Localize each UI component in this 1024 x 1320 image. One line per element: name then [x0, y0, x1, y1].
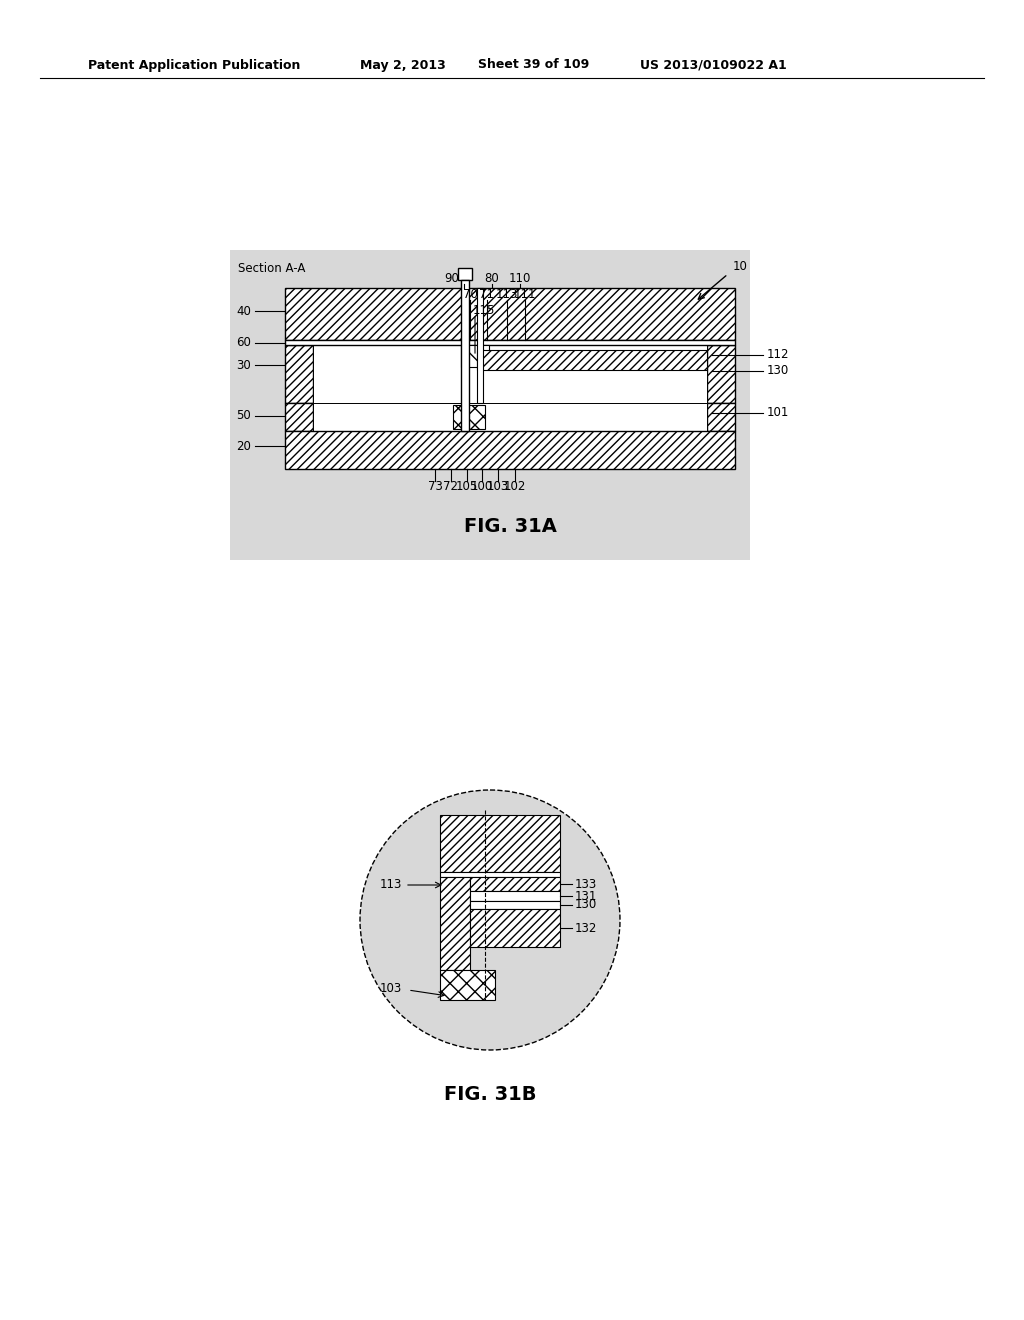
Bar [313, 345, 707, 403]
Bar [440, 970, 495, 1001]
Text: 80: 80 [484, 272, 500, 285]
Text: 103: 103 [380, 982, 402, 994]
Bar [707, 345, 735, 403]
Text: 40: 40 [237, 305, 251, 318]
Bar [477, 288, 483, 403]
Text: 113: 113 [380, 879, 402, 891]
Text: 90: 90 [444, 272, 460, 285]
Text: 132: 132 [575, 921, 597, 935]
Bar [285, 341, 735, 345]
Text: 10: 10 [732, 260, 748, 272]
Bar [285, 345, 313, 403]
Bar [477, 350, 707, 370]
Text: US 2013/0109022 A1: US 2013/0109022 A1 [640, 58, 786, 71]
Bar [285, 403, 313, 432]
Bar [285, 432, 735, 469]
Text: 30: 30 [237, 359, 251, 372]
Text: 70: 70 [463, 288, 477, 301]
Bar [285, 288, 735, 341]
Bar [453, 405, 485, 429]
Text: 105: 105 [456, 480, 478, 494]
Text: FIG. 31A: FIG. 31A [464, 517, 556, 536]
Text: 131: 131 [575, 890, 597, 903]
Text: 72: 72 [443, 480, 459, 494]
Text: 102: 102 [504, 480, 526, 494]
Text: 130: 130 [767, 364, 790, 378]
Bar [470, 909, 560, 946]
Text: Sheet 39 of 109: Sheet 39 of 109 [478, 58, 589, 71]
Text: 133: 133 [575, 878, 597, 891]
Bar [470, 876, 560, 891]
Text: 100: 100 [471, 480, 494, 494]
Circle shape [360, 789, 620, 1049]
Text: 112: 112 [767, 348, 790, 362]
Bar [440, 876, 470, 970]
Bar [458, 268, 472, 280]
Bar [230, 249, 750, 560]
Text: 73: 73 [428, 480, 442, 494]
Text: 110: 110 [509, 272, 531, 285]
Bar [707, 403, 735, 432]
Bar [440, 873, 560, 876]
Bar [440, 814, 560, 873]
Bar [461, 345, 489, 367]
Text: 20: 20 [237, 440, 251, 453]
Text: May 2, 2013: May 2, 2013 [360, 58, 445, 71]
Text: 111: 111 [514, 288, 537, 301]
Bar [461, 280, 469, 432]
Text: 115: 115 [473, 304, 496, 317]
Text: FIG. 31B: FIG. 31B [443, 1085, 537, 1105]
Text: 101: 101 [767, 407, 790, 420]
Text: 130: 130 [575, 899, 597, 912]
Text: 113: 113 [496, 288, 518, 301]
Text: Section A-A: Section A-A [238, 261, 305, 275]
Bar [470, 902, 560, 909]
Text: 103: 103 [486, 480, 509, 494]
Text: 60: 60 [237, 337, 251, 348]
Bar [470, 891, 560, 902]
Bar [313, 403, 707, 432]
Text: 50: 50 [237, 409, 251, 422]
Text: Patent Application Publication: Patent Application Publication [88, 58, 300, 71]
Text: 71: 71 [479, 288, 495, 301]
